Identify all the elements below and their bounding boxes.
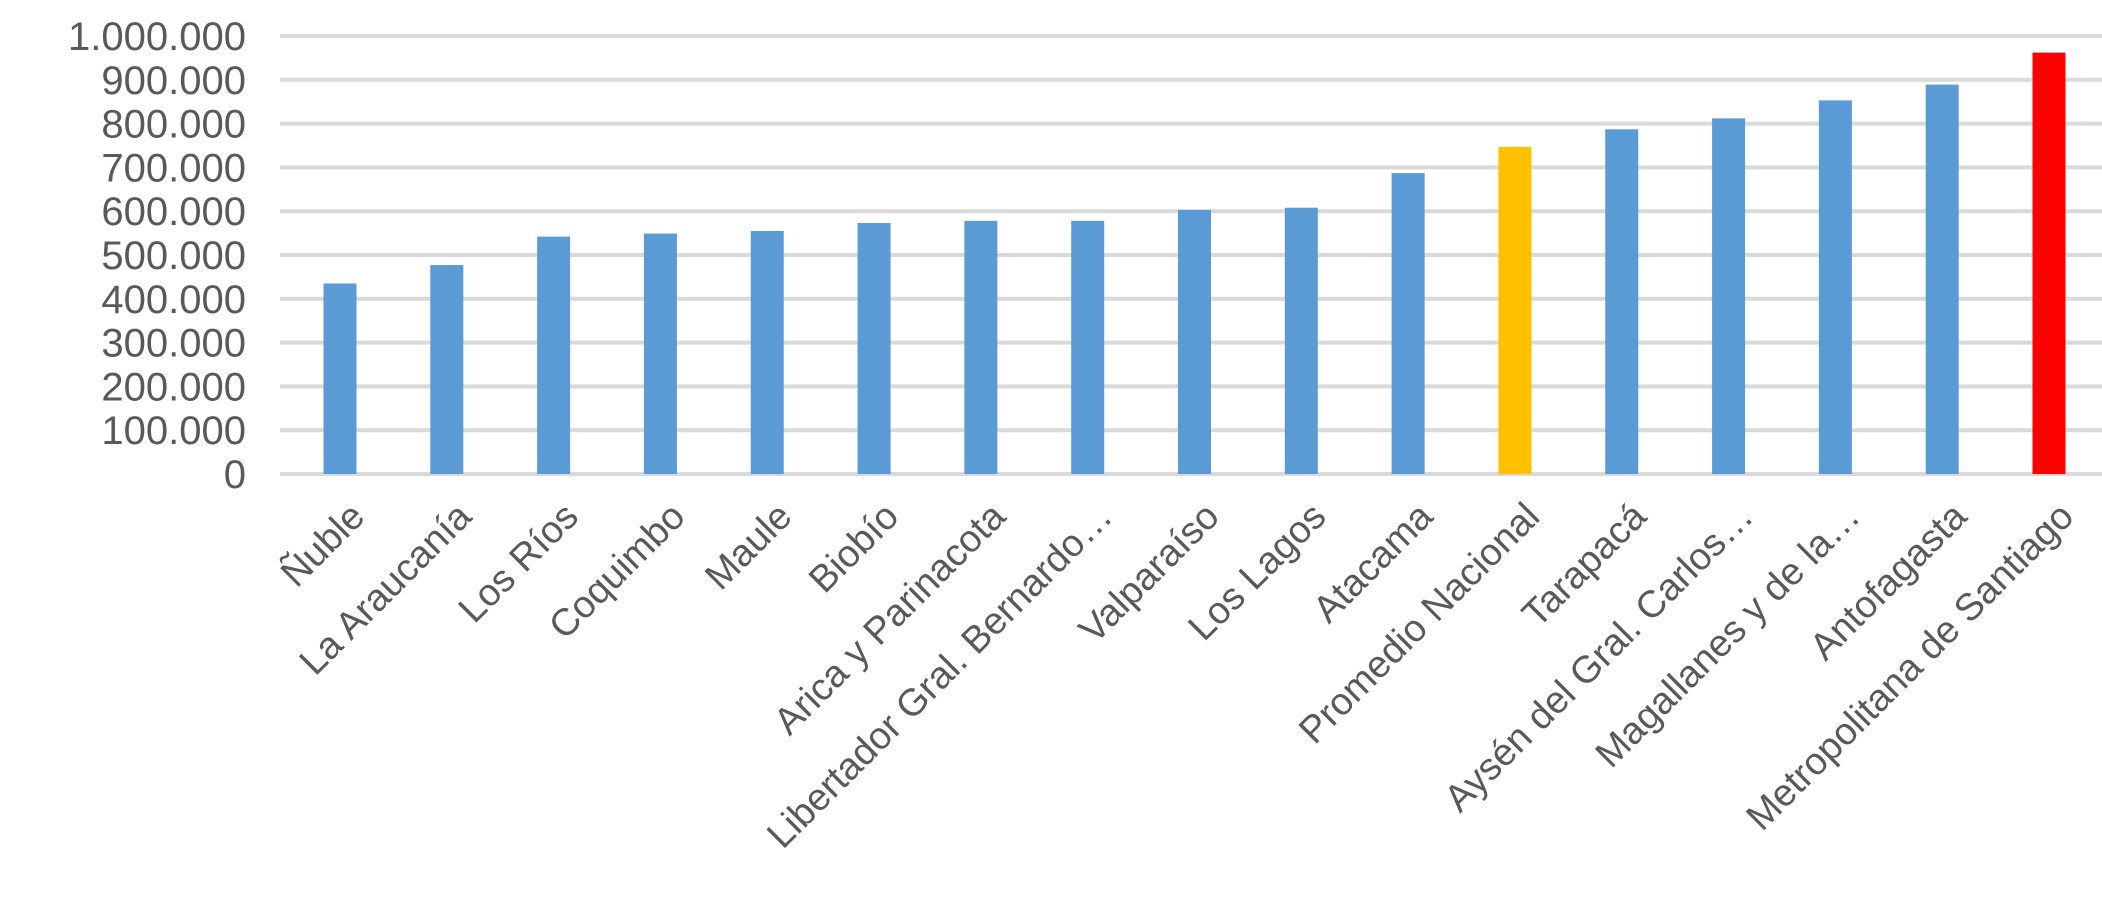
- bar: [537, 236, 571, 474]
- bar: [2032, 52, 2066, 474]
- y-tick-label: 200.000: [101, 365, 246, 409]
- y-tick-label: 100.000: [101, 409, 246, 453]
- x-category-label: Maule: [697, 495, 800, 598]
- bar: [1284, 207, 1318, 475]
- y-tick-label: 700.000: [101, 146, 246, 190]
- x-category-label: Ñuble: [272, 495, 373, 596]
- bars: [323, 52, 2066, 475]
- x-category-label: Biobío: [801, 495, 907, 601]
- y-tick-label: 300.000: [101, 322, 246, 366]
- bar: [1605, 129, 1639, 474]
- bar: [430, 265, 464, 474]
- bar: [1391, 173, 1425, 474]
- bar: [964, 220, 998, 474]
- y-tick-label: 800.000: [101, 103, 246, 147]
- bar: [1925, 84, 1959, 475]
- bar: [1818, 100, 1852, 475]
- bar: [643, 233, 677, 474]
- bar: [750, 230, 784, 474]
- y-tick-label: 1.000.000: [68, 15, 246, 59]
- bar: [1071, 220, 1105, 474]
- y-tick-label: 500.000: [101, 234, 246, 278]
- bar: [1178, 209, 1211, 475]
- y-tick-label: 400.000: [101, 278, 246, 322]
- y-tick-label: 900.000: [101, 59, 246, 103]
- bar: [1712, 118, 1746, 475]
- y-tick-label: 0: [224, 453, 246, 497]
- bar: [1498, 146, 1532, 474]
- bar: [323, 283, 357, 474]
- y-tick-label: 600.000: [101, 190, 246, 234]
- y-axis-tick-labels: 0100.000200.000300.000400.000500.000600.…: [68, 15, 246, 497]
- bar: [857, 223, 891, 474]
